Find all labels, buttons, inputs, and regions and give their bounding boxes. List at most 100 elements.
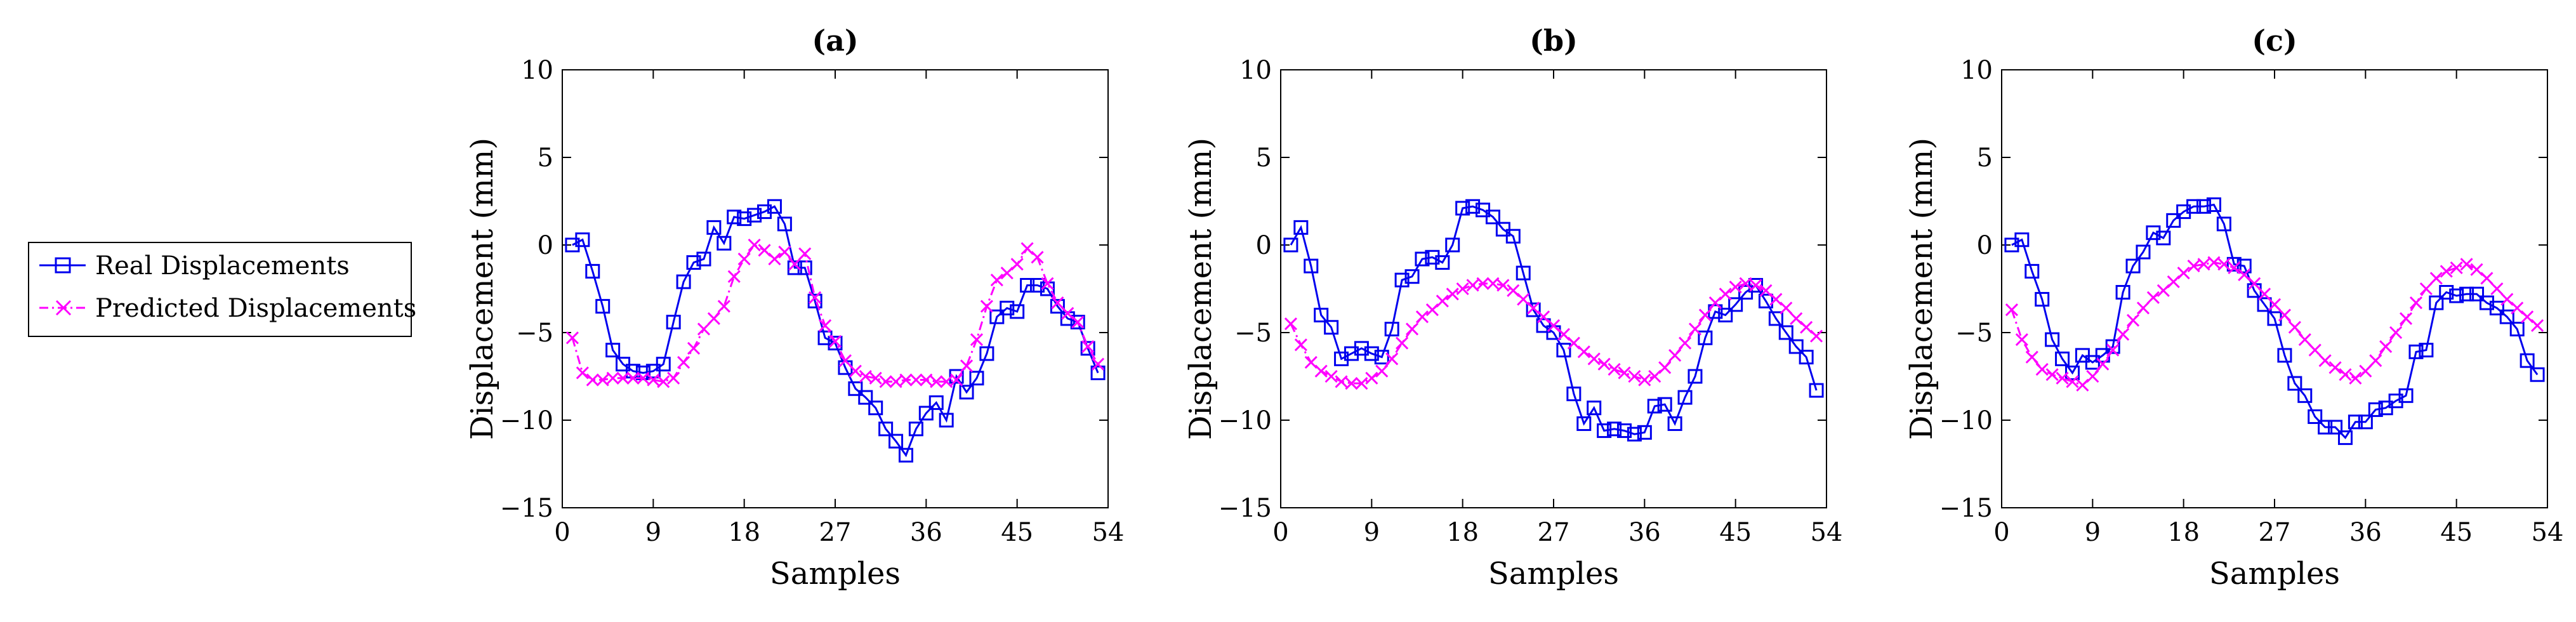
data-point-square xyxy=(858,390,873,405)
y-axis-label: Displacement (mm) xyxy=(1183,138,1219,440)
data-point-x xyxy=(1466,279,1479,292)
data-point-square xyxy=(706,220,722,235)
series-predicted xyxy=(565,238,1105,388)
data-point-square xyxy=(2196,199,2212,214)
data-point-x xyxy=(1284,317,1297,331)
data-point-x xyxy=(748,238,761,252)
data-point-square xyxy=(828,336,843,351)
data-point-square xyxy=(959,385,974,400)
data-point-square xyxy=(575,232,590,248)
data-point-x xyxy=(565,331,579,345)
data-point-square xyxy=(2429,295,2444,310)
series-line xyxy=(2011,203,2539,440)
series-predicted xyxy=(2005,256,2544,392)
plot-frame xyxy=(1280,69,1827,508)
data-point-x xyxy=(2500,293,2514,306)
data-point-square xyxy=(2469,286,2485,301)
data-point-x xyxy=(1415,310,1429,324)
data-point-x xyxy=(1587,352,1601,366)
data-point-square xyxy=(1516,265,1531,281)
data-point-x xyxy=(2217,258,2231,271)
data-point-x xyxy=(990,274,1003,287)
data-point-x xyxy=(1425,303,1439,317)
plot-frame xyxy=(2001,69,2548,508)
data-point-x xyxy=(1517,293,1530,306)
data-point-x xyxy=(1729,281,1742,294)
data-point-x xyxy=(1294,338,1307,352)
data-point-square xyxy=(939,413,954,428)
data-point-square xyxy=(848,381,863,396)
data-point-square xyxy=(2014,232,2030,248)
data-point-square xyxy=(1758,293,1773,308)
data-point-x xyxy=(2136,301,2150,315)
data-point-x xyxy=(1810,329,1823,343)
data-point-square xyxy=(1070,314,1085,329)
data-point-square xyxy=(1667,416,1682,432)
data-point-x xyxy=(849,364,862,378)
data-point-x xyxy=(1638,373,1651,387)
data-point-x xyxy=(2278,308,2291,322)
series-real xyxy=(2004,197,2545,446)
data-point-square xyxy=(2146,225,2161,241)
data-point-x xyxy=(2248,277,2261,290)
data-point-x xyxy=(1446,288,1459,301)
data-point-square xyxy=(918,406,934,421)
data-point-x xyxy=(889,375,902,388)
y-tick-label: 10 xyxy=(1960,56,1993,85)
data-point-x xyxy=(2096,357,2110,371)
x-axis-label: Samples xyxy=(770,556,901,592)
data-point-square xyxy=(2489,300,2504,315)
data-point-x xyxy=(1557,328,1570,341)
data-point-x xyxy=(1496,279,1510,292)
data-point-square xyxy=(1334,351,1349,366)
data-point-x xyxy=(879,375,892,388)
data-point-x xyxy=(1790,312,1803,325)
panel-a: 0 9 18 27 36 45 54 −15 −10 −5 0 5 10 (a) Samples Displa… xyxy=(465,23,1124,592)
data-point-square xyxy=(1314,307,1329,322)
data-point-x xyxy=(2086,369,2099,383)
data-point-x xyxy=(970,333,984,347)
data-point-square xyxy=(2358,414,2373,430)
data-point-x xyxy=(737,253,751,266)
data-point-square xyxy=(1354,341,1369,356)
data-point-square xyxy=(2398,388,2414,403)
data-point-x xyxy=(758,244,771,257)
data-point-square xyxy=(1587,400,1602,416)
x-tick-label: 54 xyxy=(2532,518,2564,547)
y-tick-label: 10 xyxy=(1239,56,1272,85)
data-point-x xyxy=(1476,277,1489,290)
series-line xyxy=(1290,205,1818,435)
data-point-x xyxy=(2339,368,2352,381)
data-point-square xyxy=(1505,228,1521,244)
data-point-square xyxy=(1090,365,1106,380)
data-point-square xyxy=(747,208,762,223)
y-tick-label: −15 xyxy=(1939,494,1993,523)
data-point-square xyxy=(2045,332,2060,347)
data-point-square xyxy=(2287,376,2302,391)
x-tick-label: 18 xyxy=(728,518,760,547)
data-point-x xyxy=(1567,336,1580,350)
data-point-x xyxy=(1355,376,1368,390)
data-point-x xyxy=(869,371,882,385)
data-point-square xyxy=(595,299,611,314)
series-line xyxy=(572,205,1099,458)
data-point-square xyxy=(888,433,904,449)
series-real xyxy=(1283,199,1824,442)
data-point-square xyxy=(2024,263,2040,279)
x-tick-label: 9 xyxy=(645,518,661,547)
data-point-x xyxy=(1010,258,1024,271)
data-point-x xyxy=(2177,267,2190,280)
data-point-x xyxy=(1628,369,1641,383)
data-point-square xyxy=(2449,288,2464,303)
data-point-x xyxy=(2429,272,2443,285)
data-point-x xyxy=(2511,301,2524,315)
data-point-square xyxy=(807,293,822,308)
data-point-x xyxy=(819,319,832,333)
data-point-square xyxy=(2105,339,2120,354)
data-point-square xyxy=(2125,258,2141,274)
y-tick-label: −5 xyxy=(1955,319,1993,348)
data-point-square xyxy=(1576,416,1592,432)
data-point-x xyxy=(2369,354,2382,367)
data-point-square xyxy=(1445,237,1460,253)
data-point-x xyxy=(606,371,619,385)
